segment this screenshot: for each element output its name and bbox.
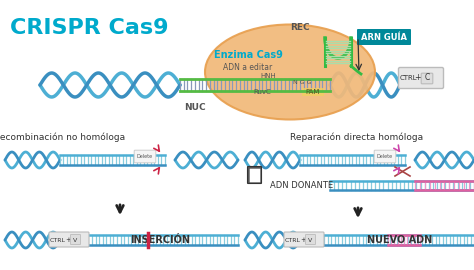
Text: +: + — [65, 237, 71, 243]
Text: V: V — [309, 238, 313, 242]
Text: ARN GUÍA: ARN GUÍA — [361, 32, 407, 42]
Text: Enzima Cas9: Enzima Cas9 — [214, 50, 283, 60]
Text: CRISPR Cas9: CRISPR Cas9 — [10, 18, 168, 38]
FancyBboxPatch shape — [421, 73, 433, 84]
FancyBboxPatch shape — [399, 68, 444, 89]
Text: RuvC: RuvC — [253, 89, 271, 95]
Text: Delete: Delete — [137, 154, 153, 159]
Text: HNH: HNH — [260, 73, 276, 79]
Text: Recombinación no homóloga: Recombinación no homóloga — [0, 132, 126, 142]
FancyBboxPatch shape — [49, 232, 89, 247]
Text: Delete: Delete — [377, 154, 393, 159]
Bar — [302, 88, 324, 96]
Text: REC: REC — [290, 23, 310, 32]
Text: PAM: PAM — [306, 89, 320, 95]
Text: NUEVO ADN: NUEVO ADN — [367, 235, 433, 245]
Text: C: C — [424, 73, 429, 83]
Text: ADN a editar: ADN a editar — [223, 62, 273, 72]
Text: N G G: N G G — [293, 80, 311, 86]
FancyBboxPatch shape — [357, 29, 411, 45]
Text: +: + — [300, 237, 306, 243]
Text: +: + — [415, 73, 421, 83]
FancyBboxPatch shape — [306, 235, 316, 245]
Text: V: V — [73, 238, 78, 242]
Ellipse shape — [205, 25, 375, 120]
FancyBboxPatch shape — [250, 169, 260, 182]
Text: ADN DONANTE: ADN DONANTE — [270, 181, 333, 190]
FancyBboxPatch shape — [71, 235, 81, 245]
FancyBboxPatch shape — [284, 232, 324, 247]
Text: CTRL: CTRL — [399, 75, 417, 81]
Text: Reparación directa homóloga: Reparación directa homóloga — [291, 132, 424, 142]
Text: INSERCIÓN: INSERCIÓN — [130, 235, 190, 245]
FancyBboxPatch shape — [374, 150, 396, 163]
FancyBboxPatch shape — [134, 150, 156, 163]
Text: CTRL: CTRL — [285, 238, 301, 242]
Text: CTRL: CTRL — [50, 238, 66, 242]
Text: NUC: NUC — [184, 103, 206, 113]
FancyBboxPatch shape — [247, 167, 262, 184]
